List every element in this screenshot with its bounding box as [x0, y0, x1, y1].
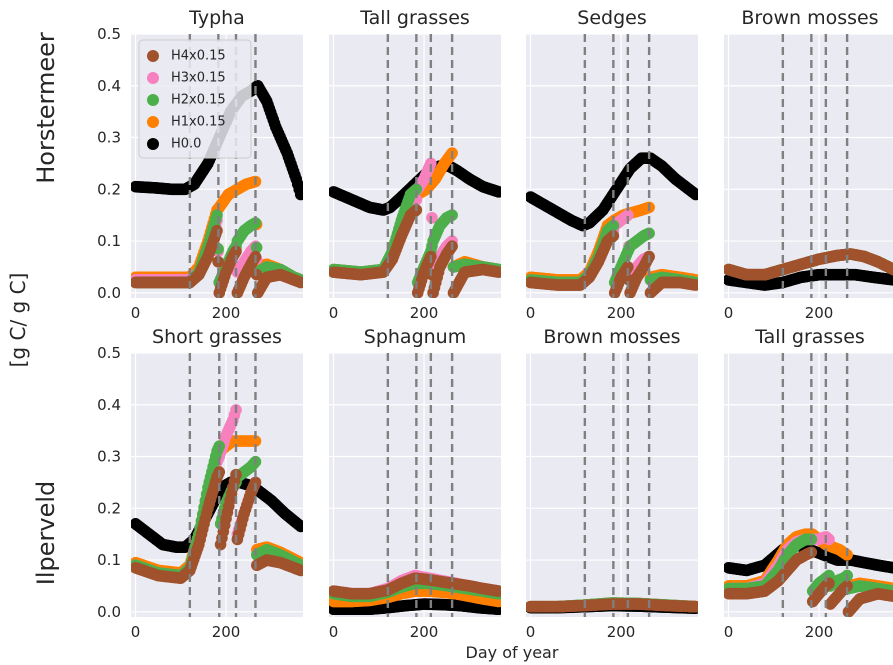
y-tick-label: 0.0 [97, 284, 121, 302]
y-tick-label: 0.0 [97, 603, 121, 621]
data-point [887, 263, 893, 276]
data-point [294, 188, 303, 201]
legend-entry-h3x0-15: H3x0.15 [171, 71, 226, 86]
panel-0-3: 0 200 Brown mosses [724, 7, 893, 322]
plot-area [329, 34, 501, 298]
panel-0-2: 0 200 Sedges [526, 7, 698, 322]
data-point [492, 186, 501, 198]
x-tick-label: 0 [329, 623, 339, 641]
x-tick-label: 0 [131, 304, 141, 322]
legend-marker [147, 116, 159, 128]
legend-entry-h4x0-15: H4x0.15 [171, 49, 226, 64]
legend-entry-h1x0-15: H1x0.15 [171, 115, 226, 130]
y-tick-label: 0.1 [97, 232, 121, 250]
y-tick-label: 0.5 [97, 344, 121, 362]
legend: H4x0.15 H3x0.15 H2x0.15 H1x0.15 H0.0 [138, 39, 252, 159]
panel-title: Brown mosses [543, 326, 680, 348]
x-tick-label: 200 [212, 623, 241, 641]
data-point [622, 209, 634, 221]
series-h0-0 [526, 152, 698, 232]
panels: 0.0 0.1 0.2 0.3 0.4 0.5 0 200 Typha H4x0.15 H3x0.1… [97, 7, 893, 641]
x-tick-label: 0 [526, 623, 536, 641]
y-tick-label: 0.3 [97, 129, 121, 147]
data-point [607, 219, 620, 232]
series-h4x0-15 [526, 598, 698, 613]
data-marks [329, 147, 501, 298]
x-tick-label: 0 [724, 623, 734, 641]
panel-title: Short grasses [152, 326, 282, 348]
series-h4x0-15 [329, 204, 501, 298]
y-tick-label: 0.2 [97, 499, 121, 517]
x-tick-label: 0 [724, 304, 734, 322]
panel-1-0: 0.0 0.1 0.2 0.3 0.4 0.5 0 200 Short grasses [97, 326, 303, 641]
x-tick-label: 200 [410, 623, 439, 641]
x-tick-label: 0 [131, 623, 141, 641]
y-tick-label: 0.3 [97, 448, 121, 466]
data-point [689, 188, 698, 201]
x-tick-label: 0 [329, 304, 339, 322]
data-point [492, 585, 501, 597]
x-tick-label: 200 [410, 304, 439, 322]
data-marks [131, 404, 303, 584]
data-point [887, 274, 893, 286]
data-point [622, 261, 634, 273]
data-point [689, 600, 698, 613]
panel-1-2: 0 200 Brown mosses [526, 326, 698, 641]
y-tick-label: 0.1 [97, 551, 121, 569]
legend-entry-h0-0: H0.0 [171, 137, 201, 152]
panel-0-1: 0 200 Tall grasses [329, 7, 501, 322]
series-h4x0-15 [724, 248, 893, 281]
y-tick-label: 0.4 [97, 77, 121, 95]
plot-area [526, 353, 698, 617]
x-tick-label: 0 [526, 304, 536, 322]
panel-title: Typha [188, 7, 245, 29]
series-h4x0-15 [131, 224, 303, 298]
data-marks [724, 528, 893, 617]
panel-title: Sedges [577, 7, 646, 29]
data-point [887, 562, 893, 574]
legend-entry-h2x0-15: H2x0.15 [171, 93, 226, 108]
y-tick-label: 0.4 [97, 396, 121, 414]
data-point [249, 435, 262, 447]
data-point [294, 564, 303, 577]
legend-marker [147, 138, 159, 150]
data-point [492, 266, 501, 278]
panel-0-0: 0.0 0.1 0.2 0.3 0.4 0.5 0 200 Typha H4x0.15 H3x0.1… [97, 7, 303, 322]
data-point [689, 279, 698, 291]
data-point [230, 245, 242, 258]
panel-1-1: 0 200 Sphagnum [329, 326, 501, 641]
legend-marker [147, 50, 159, 62]
legend-marker [147, 72, 159, 84]
panel-title: Sphagnum [364, 326, 466, 348]
y-tick-label: 0.5 [97, 25, 121, 43]
legend-box [138, 39, 252, 159]
x-tick-label: 200 [607, 623, 636, 641]
data-point [211, 224, 223, 237]
panel-title: Tall grasses [359, 7, 470, 29]
panel-title: Tall grasses [754, 326, 865, 348]
data-point [446, 209, 458, 221]
data-point [294, 276, 303, 289]
data-marks [526, 152, 698, 298]
data-point [294, 520, 303, 533]
data-point [425, 157, 437, 170]
data-point [410, 183, 423, 196]
plot-area [526, 34, 698, 298]
panel-title: Brown mosses [741, 7, 878, 29]
x-tick-label: 200 [805, 623, 834, 641]
x-tick-label: 200 [805, 304, 834, 322]
series-h4x0-15 [526, 230, 698, 298]
panel-1-3: 0 200 Tall grasses [724, 326, 893, 641]
data-point [211, 209, 223, 221]
data-point [249, 476, 262, 489]
plot-area [724, 353, 893, 617]
x-tick-label: 200 [607, 304, 636, 322]
x-tick-label: 200 [212, 304, 241, 322]
legend-marker [147, 94, 159, 106]
y-tick-label: 0.2 [97, 180, 121, 198]
